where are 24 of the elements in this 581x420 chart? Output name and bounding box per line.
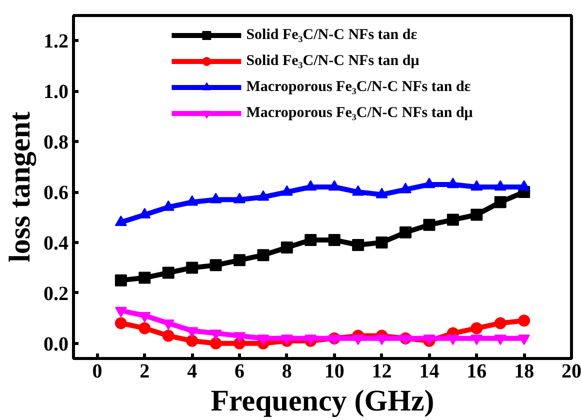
- x-tick-label: 8: [282, 360, 292, 382]
- y-tick-label: 0.0: [44, 333, 68, 356]
- y-tick-label: 0.2: [44, 282, 68, 305]
- x-tick-label: 2: [140, 360, 150, 382]
- x-tick-label: 0: [92, 360, 102, 382]
- y-tick-label: 0.6: [44, 182, 68, 204]
- x-tick-label: 10: [324, 360, 344, 382]
- y-tick-label: 0.4: [44, 232, 68, 254]
- x-axis-title: Frequency (GHz): [210, 384, 434, 418]
- x-tick-label: 4: [187, 360, 198, 382]
- legend-label: Macroporous Fe₃C/N-C NFs tan dε: [246, 78, 471, 96]
- x-tick-label: 14: [419, 360, 440, 382]
- x-tick-label: 12: [372, 360, 392, 382]
- legend-label: Solid Fe₃C/N-C NFs tan dε: [246, 26, 418, 44]
- legend-label: Solid Fe₃C/N-C NFs tan dμ: [246, 52, 420, 70]
- x-tick-label: 16: [466, 360, 487, 382]
- y-axis-title: loss tangent: [4, 112, 36, 262]
- legend-label: Macroporous Fe₃C/N-C NFs tan dμ: [246, 104, 473, 122]
- x-tick-label: 20: [562, 360, 581, 382]
- y-tick-label: 1.2: [44, 30, 68, 53]
- x-tick-label: 6: [234, 360, 244, 382]
- y-tick-label: 1.0: [44, 81, 68, 104]
- x-tick-label: 18: [514, 360, 534, 382]
- y-tick-label: 0.8: [44, 132, 68, 154]
